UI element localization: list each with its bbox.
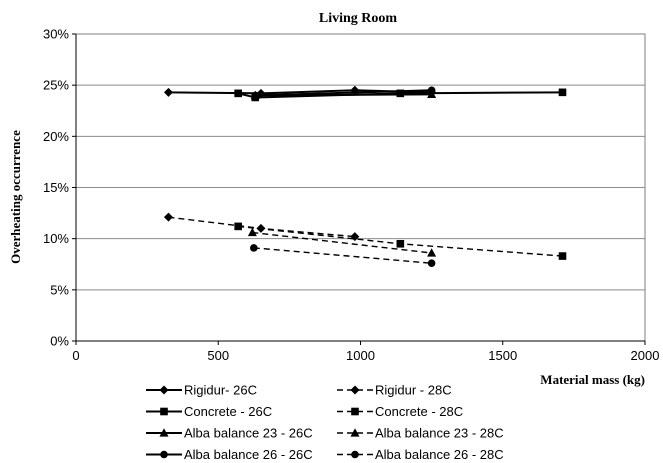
legend-label: Alba balance 23 - 28C xyxy=(375,426,504,441)
y-tick-label: 20% xyxy=(43,129,69,144)
y-tick-label: 10% xyxy=(43,231,69,246)
y-tick-label: 25% xyxy=(43,78,69,93)
series-triangle-dashed xyxy=(247,227,437,257)
legend-item: Concrete - 28C xyxy=(337,404,463,419)
series-group xyxy=(163,85,567,268)
y-tick-label: 5% xyxy=(50,282,69,297)
legend-item: Alba balance 23 - 26C xyxy=(146,426,313,441)
legend-label: Alba balance 23 - 26C xyxy=(184,426,313,441)
series-line xyxy=(252,231,432,254)
data-point xyxy=(234,222,242,231)
x-tick-label: 2000 xyxy=(631,348,660,363)
data-point xyxy=(396,89,405,98)
y-tick-label: 15% xyxy=(43,180,69,195)
chart-title: Living Room xyxy=(319,11,398,26)
y-tick-label: 0% xyxy=(50,334,69,349)
data-point xyxy=(427,86,436,95)
data-point xyxy=(427,259,436,268)
y-axis-label: Overheating occurrence xyxy=(8,130,23,264)
legend-item: Alba balance 23 - 28C xyxy=(337,426,504,441)
axis-ticks: 0% 5% 10% 15% 20% 25% 30% 0 500 1000 1500 2000 xyxy=(43,27,659,364)
series-line xyxy=(255,89,432,97)
series-circle-dashed xyxy=(250,244,436,268)
x-tick-label: 1000 xyxy=(346,348,375,363)
legend-label: Rigidur- 26C xyxy=(184,383,257,398)
data-point xyxy=(427,248,437,257)
legend-marker xyxy=(350,428,360,437)
data-point xyxy=(234,89,242,98)
legend-label: Concrete - 28C xyxy=(375,404,463,419)
legend-marker xyxy=(160,450,168,459)
legend-item: Alba balance 26 - 28C xyxy=(337,447,504,462)
data-point xyxy=(251,91,260,100)
legend-marker xyxy=(350,385,360,395)
legend-item: Rigidur - 28C xyxy=(337,383,452,398)
legend-label: Concrete - 26C xyxy=(184,404,272,419)
legend-item: Alba balance 26 - 26C xyxy=(146,447,313,462)
legend-label: Alba balance 26 - 28C xyxy=(375,447,504,462)
series-square-dashed xyxy=(234,222,567,260)
legend-label: Rigidur - 28C xyxy=(375,383,452,398)
y-tick-label: 30% xyxy=(43,27,69,42)
legend-label: Alba balance 26 - 26C xyxy=(184,447,313,462)
legend-marker xyxy=(159,385,169,395)
legend: Rigidur- 26C Rigidur - 28C Concrete - 26C C… xyxy=(146,383,504,462)
legend-item: Rigidur- 26C xyxy=(146,383,257,398)
x-axis-label: Material mass (kg) xyxy=(540,372,645,387)
series-circle-solid xyxy=(251,86,436,100)
data-point xyxy=(250,244,258,252)
data-point xyxy=(163,212,173,222)
legend-marker xyxy=(160,407,168,416)
data-point xyxy=(558,88,567,97)
x-tick-label: 1500 xyxy=(488,348,517,363)
x-tick-label: 500 xyxy=(207,348,229,363)
legend-marker xyxy=(159,428,169,437)
legend-item: Concrete - 26C xyxy=(146,404,272,419)
gridlines xyxy=(76,33,645,342)
data-point xyxy=(247,227,257,237)
x-tick-label: 0 xyxy=(72,348,79,363)
data-point xyxy=(558,252,567,260)
data-point xyxy=(163,87,173,97)
data-point xyxy=(396,239,405,248)
legend-marker xyxy=(351,450,359,459)
legend-marker xyxy=(351,407,359,416)
